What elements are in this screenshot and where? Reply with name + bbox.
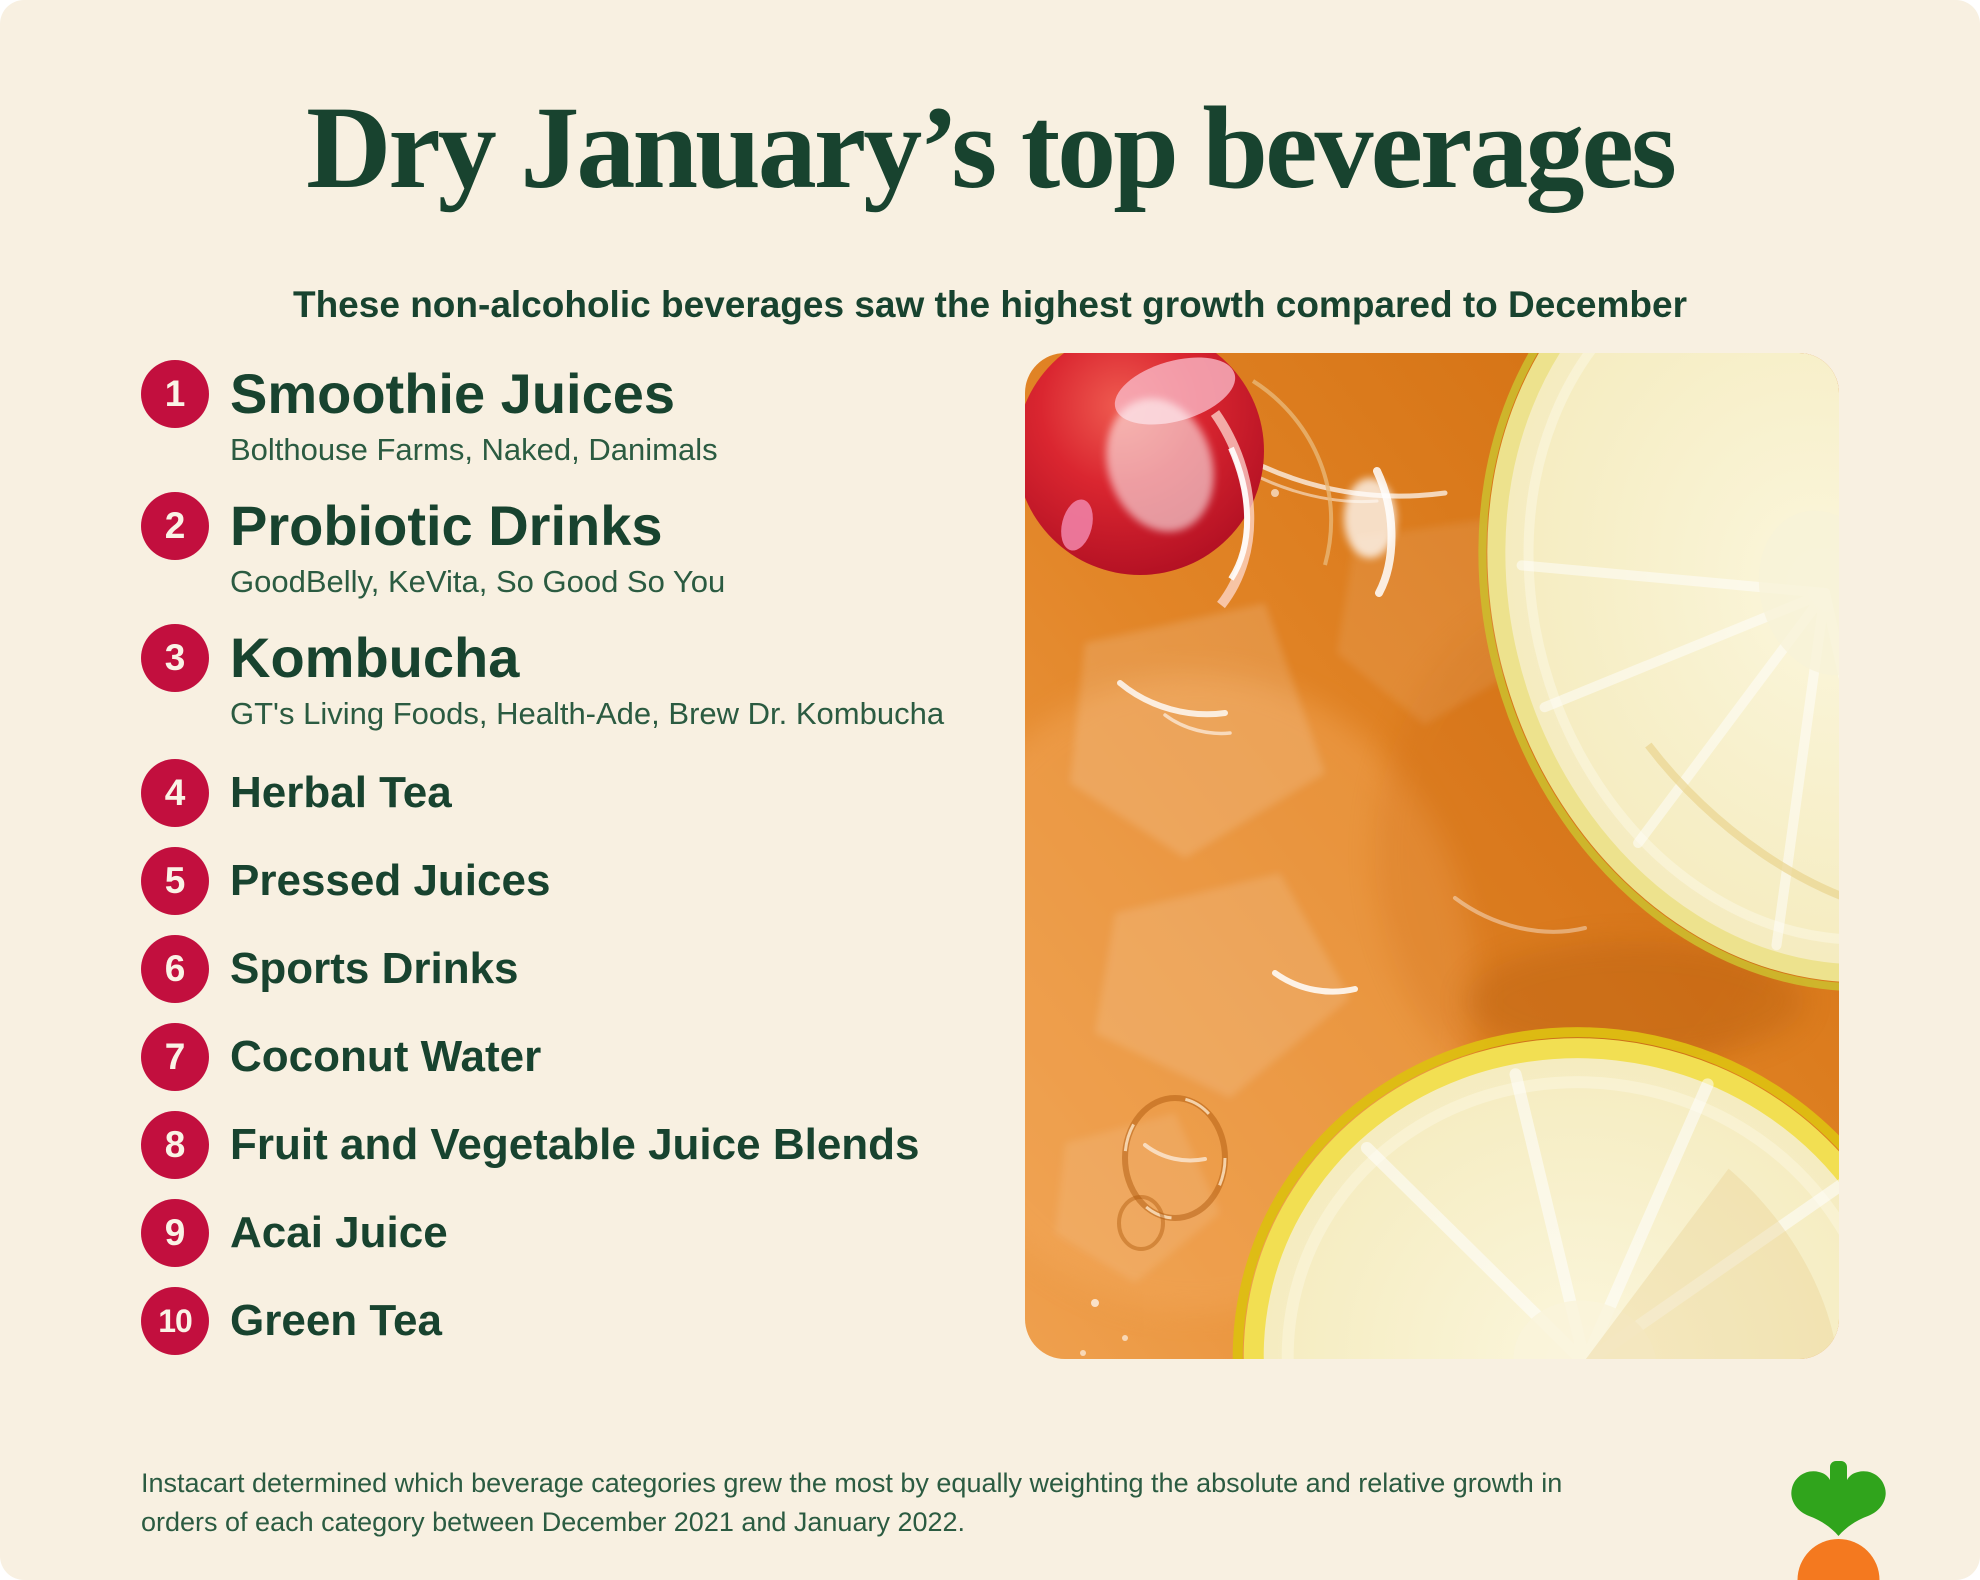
list-item-text: Green Tea [230,1287,442,1355]
lemon-slice-top [1478,353,1839,992]
list-item-text: Pressed Juices [230,847,550,915]
list-item-text: Smoothie Juices Bolthouse Farms, Naked, … [230,360,718,469]
rank-number: 7 [164,1036,186,1077]
rank-number: 4 [164,772,186,813]
rank-badge: 3 [141,624,209,692]
methodology-note: Instacart determined which beverage cate… [141,1468,1563,1538]
lemon-slice-bottom [1232,1027,1839,1359]
page-title: Dry January’s top beverages [306,82,1677,213]
beverage-name: Herbal Tea [230,768,452,817]
list-item-text: Probiotic Drinks GoodBelly, KeVita, So G… [230,492,725,601]
rank-badge: 7 [141,1023,209,1091]
list-item: 3 Kombucha GT's Living Foods, Health-Ade… [141,624,944,733]
list-item: 6 Sports Drinks [141,935,519,1003]
beverage-name: Sports Drinks [230,944,519,993]
rank-number: 3 [164,637,186,678]
rank-badge: 2 [141,492,209,560]
iced-beverage-photo [1025,353,1839,1359]
carrot-leaves-icon [1791,1461,1886,1536]
rank-number: 5 [164,860,186,901]
rank-badge: 4 [141,759,209,827]
beverage-name: Kombucha [230,626,520,689]
beverage-name: Fruit and Vegetable Juice Blends [230,1120,920,1169]
instacart-carrot-logo [1791,1461,1886,1580]
beverage-name: Probiotic Drinks [230,494,663,557]
list-item: 5 Pressed Juices [141,847,550,915]
rank-badge: 6 [141,935,209,1003]
beverage-brands: GoodBelly, KeVita, So Good So You [230,564,726,599]
list-item-text: Kombucha GT's Living Foods, Health-Ade, … [230,624,944,733]
beverage-photo-graphic [1025,353,1839,1359]
bubbles [1080,489,1279,1356]
beverage-name: Green Tea [230,1296,442,1345]
list-item-text: Sports Drinks [230,935,519,1003]
list-item: 1 Smoothie Juices Bolthouse Farms, Naked… [141,360,718,469]
beverage-name: Acai Juice [230,1208,448,1257]
rank-badge: 1 [141,360,209,428]
rank-number: 1 [164,373,186,414]
page-subtitle: These non-alcoholic beverages saw the hi… [292,284,1687,325]
list-item: 4 Herbal Tea [141,759,452,827]
rank-number: 9 [164,1212,186,1253]
list-item-text: Herbal Tea [230,759,452,827]
list-item-text: Coconut Water [230,1023,541,1091]
cherry-graphic [1025,353,1334,609]
beverage-brands: GT's Living Foods, Health-Ade, Brew Dr. … [230,696,945,731]
list-item: 8 Fruit and Vegetable Juice Blends [141,1111,920,1179]
beverage-name: Smoothie Juices [230,362,676,425]
beverage-name: Pressed Juices [230,856,551,905]
list-item: 2 Probiotic Drinks GoodBelly, KeVita, So… [141,492,725,601]
list-item: 10 Green Tea [141,1287,442,1355]
rank-badge: 9 [141,1199,209,1267]
rank-number: 6 [164,948,186,989]
list-item-text: Acai Juice [230,1199,448,1267]
list-item: 7 Coconut Water [141,1023,541,1091]
rank-number: 2 [164,505,186,546]
rank-number: 10 [158,1302,193,1339]
list-item: 9 Acai Juice [141,1199,448,1267]
beverage-brands: Bolthouse Farms, Naked, Danimals [230,432,718,467]
beverage-name: Coconut Water [230,1032,542,1081]
rank-badge: 5 [141,847,209,915]
rank-badge: 10 [141,1287,209,1355]
carrot-body-icon [1797,1539,1880,1580]
rank-number: 8 [164,1124,186,1165]
list-item-text: Fruit and Vegetable Juice Blends [230,1111,920,1179]
rank-badge: 8 [141,1111,209,1179]
